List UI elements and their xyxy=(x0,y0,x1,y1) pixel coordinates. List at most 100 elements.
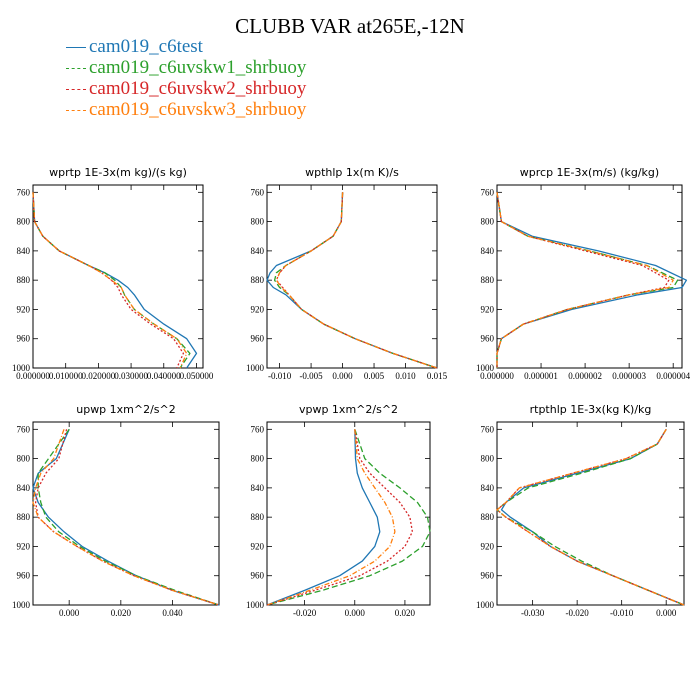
chart-title: upwp 1xm^2/s^2 xyxy=(76,403,176,416)
series-line-1 xyxy=(266,192,438,369)
legend-item-1: cam019_c6test xyxy=(66,36,306,57)
legend-label: cam019_c6test xyxy=(89,36,203,57)
legend-label: cam019_c6uvskw2_shrbuoy xyxy=(89,78,307,99)
legend-item-4: cam019_c6uvskw3_shrbuoy xyxy=(66,99,306,120)
y-tick-label: 840 xyxy=(17,246,31,256)
x-tick-label: -0.020 xyxy=(566,608,590,618)
x-tick-label: 0.000 xyxy=(345,608,366,618)
legend-swatch xyxy=(66,89,86,91)
x-tick-label: 0.010000 xyxy=(49,371,83,381)
series-line-4 xyxy=(266,429,396,606)
y-tick-label: 1000 xyxy=(246,363,265,373)
x-tick-label: 0.000000 xyxy=(480,371,514,381)
chart-panel-3: wprcp 1E-3x(m/s) (kg/kg) 760 800 840 880 920 9… xyxy=(476,166,691,381)
plot-frame xyxy=(266,184,438,369)
x-tick-label: 0.015 xyxy=(427,371,448,381)
chart-title: wpthlp 1x(m K)/s xyxy=(305,166,399,179)
legend-item-3: cam019_c6uvskw2_shrbuoy xyxy=(66,78,306,99)
y-tick-label: 760 xyxy=(251,424,265,434)
x-tick-label: 0.020 xyxy=(111,608,132,618)
x-tick-label: 0.000000 xyxy=(16,371,50,381)
x-tick-label: 0.020 xyxy=(395,608,416,618)
x-tick-label: 0.000 xyxy=(656,608,677,618)
series-line-4 xyxy=(275,192,438,369)
chart-panel-6: rtpthlp 1E-3x(kg K)/kg 760 800 840 880 920 960… xyxy=(476,403,685,618)
y-tick-label: 800 xyxy=(251,217,265,227)
y-tick-label: 960 xyxy=(481,334,495,344)
x-tick-label: -0.005 xyxy=(299,371,323,381)
x-tick-label: 0.000 xyxy=(59,608,80,618)
y-tick-label: 880 xyxy=(251,512,265,522)
x-tick-label: -0.010 xyxy=(268,371,292,381)
y-tick-label: 880 xyxy=(251,275,265,285)
plot-frame xyxy=(266,421,431,606)
y-tick-label: 920 xyxy=(17,541,31,551)
chart-title: rtpthlp 1E-3x(kg K)/kg xyxy=(530,403,652,416)
plot-frame xyxy=(496,184,683,369)
y-tick-label: 880 xyxy=(481,275,495,285)
y-tick-label: 760 xyxy=(481,187,495,197)
x-tick-label: 0.000 xyxy=(332,371,353,381)
y-tick-label: 840 xyxy=(17,483,31,493)
x-tick-label: 0.040 xyxy=(162,608,183,618)
legend-label: cam019_c6uvskw3_shrbuoy xyxy=(89,99,307,120)
series-line-3 xyxy=(275,192,438,369)
y-tick-label: 1000 xyxy=(476,363,495,373)
legend-item-2: cam019_c6uvskw1_shrbuoy xyxy=(66,57,306,78)
y-tick-label: 800 xyxy=(481,454,495,464)
y-tick-label: 960 xyxy=(481,571,495,581)
y-tick-label: 960 xyxy=(17,571,31,581)
x-tick-label: -0.020 xyxy=(293,608,317,618)
y-tick-label: 760 xyxy=(481,424,495,434)
y-tick-label: 920 xyxy=(481,304,495,314)
legend-label: cam019_c6uvskw1_shrbuoy xyxy=(89,57,307,78)
series-line-4 xyxy=(496,192,674,368)
y-tick-label: 920 xyxy=(251,304,265,314)
series-line-2 xyxy=(37,428,220,606)
series-line-4 xyxy=(32,192,188,369)
chart-panel-1: wprtp 1E-3x(m kg)/(s kg) 760 800 840 880 920 9… xyxy=(12,166,214,381)
y-tick-label: 1000 xyxy=(12,363,31,373)
series-line-3 xyxy=(496,428,685,606)
x-tick-label: 0.005 xyxy=(364,371,385,381)
page-title: CLUBB VAR at265E,-12N xyxy=(235,14,465,38)
series-line-1 xyxy=(266,429,381,606)
y-tick-label: 920 xyxy=(481,541,495,551)
series-line-3 xyxy=(496,192,670,368)
y-tick-label: 800 xyxy=(17,217,31,227)
chart-panel-5: vpwp 1xm^2/s^2 760 800 840 880 920 960 1000 -0.0… xyxy=(246,403,431,618)
plot-frame xyxy=(496,421,685,606)
y-tick-label: 960 xyxy=(17,334,31,344)
x-tick-label: 0.010 xyxy=(395,371,416,381)
series-line-4 xyxy=(496,428,685,606)
series-line-3 xyxy=(32,192,185,369)
y-tick-label: 880 xyxy=(17,512,31,522)
y-tick-label: 1000 xyxy=(476,600,495,610)
y-tick-label: 800 xyxy=(251,454,265,464)
legend-swatch xyxy=(66,68,86,70)
series-line-2 xyxy=(496,192,679,368)
x-tick-label: 0.000004 xyxy=(656,371,690,381)
x-tick-label: 0.050000 xyxy=(180,371,214,381)
y-tick-label: 800 xyxy=(481,217,495,227)
x-tick-label: -0.030 xyxy=(521,608,545,618)
chart-title: wprtp 1E-3x(m kg)/(s kg) xyxy=(49,166,187,179)
x-tick-label: 0.000003 xyxy=(612,371,646,381)
x-tick-label: 0.030000 xyxy=(114,371,148,381)
x-tick-label: 0.000001 xyxy=(524,371,558,381)
y-tick-label: 920 xyxy=(17,304,31,314)
x-tick-label: 0.020000 xyxy=(82,371,116,381)
y-tick-label: 1000 xyxy=(246,600,265,610)
y-tick-label: 840 xyxy=(481,483,495,493)
legend-swatch xyxy=(66,110,86,112)
x-tick-label: -0.010 xyxy=(610,608,634,618)
series-line-1 xyxy=(32,429,220,606)
chart-title: wprcp 1E-3x(m/s) (kg/kg) xyxy=(520,166,659,179)
plot-frame xyxy=(32,184,204,369)
legend: cam019_c6test cam019_c6uvskw1_shrbuoy ca… xyxy=(66,36,306,120)
series-line-2 xyxy=(266,429,431,606)
y-tick-label: 760 xyxy=(251,187,265,197)
y-tick-label: 880 xyxy=(481,512,495,522)
y-tick-label: 880 xyxy=(17,275,31,285)
